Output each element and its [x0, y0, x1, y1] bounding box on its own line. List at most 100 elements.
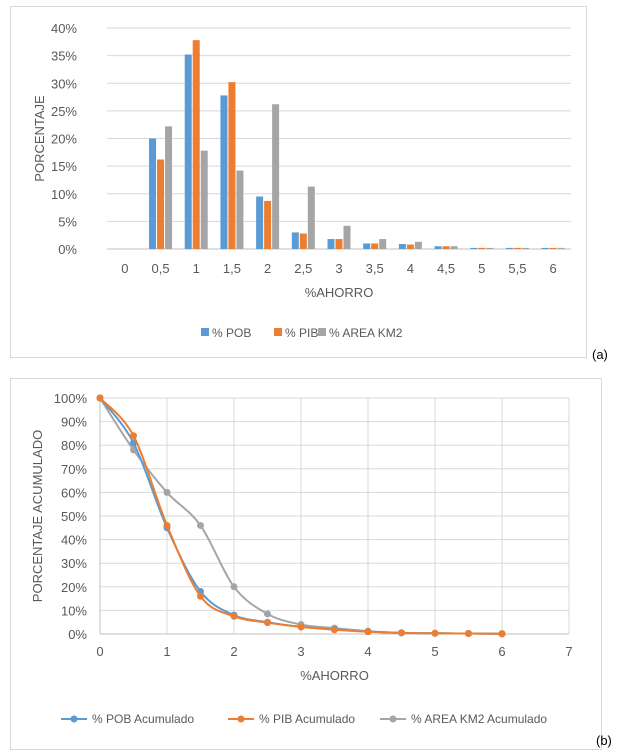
- x-tick-label: 4: [407, 261, 414, 276]
- x-tick-label: 2: [264, 261, 271, 276]
- y-tick-label: 10%: [61, 603, 87, 618]
- bar: [236, 170, 244, 249]
- legend-label: % AREA KM2: [329, 326, 403, 340]
- bar: [414, 241, 422, 249]
- x-axis-title: %AHORRO: [305, 285, 374, 300]
- x-tick-label: 4: [364, 644, 371, 659]
- data-point: [264, 619, 271, 627]
- line-chart-panel: 0% 10% 20% 30% 40% 50% 60% 70% 80% 90% 100% 0 1 2 3 4 5 6…: [10, 378, 602, 750]
- y-tick-label: 100%: [54, 391, 88, 406]
- bar: [450, 246, 458, 249]
- legend-label: % POB: [212, 326, 251, 340]
- x-tick-label: 0: [121, 261, 128, 276]
- bar: [291, 232, 299, 249]
- y-tick-label: 10%: [51, 187, 77, 202]
- x-tick-label: 5,5: [508, 261, 526, 276]
- legend-marker: [70, 715, 78, 723]
- x-tick-label: 3: [297, 644, 304, 659]
- data-point: [230, 583, 238, 591]
- y-tick-label: 60%: [61, 485, 87, 500]
- data-point: [264, 610, 271, 618]
- data-point: [465, 630, 472, 638]
- bar: [434, 246, 442, 249]
- legend-marker: [389, 715, 397, 723]
- x-tick-label: 1: [193, 261, 200, 276]
- x-tick-label: 0: [96, 644, 103, 659]
- panel-label-a: (a): [592, 347, 608, 362]
- bar: [192, 40, 200, 249]
- y-axis-title: PORCENTAJE: [32, 95, 47, 182]
- legend-marker: [237, 715, 245, 723]
- data-point: [297, 623, 305, 631]
- x-tick-label: 6: [498, 644, 505, 659]
- bar: [335, 239, 343, 249]
- data-point: [498, 630, 506, 638]
- bar: [220, 95, 228, 249]
- y-tick-label: 20%: [61, 580, 87, 595]
- bar: [513, 247, 521, 249]
- legend-label: % PIB: [285, 326, 318, 340]
- bar: [200, 150, 208, 249]
- data-point: [331, 626, 338, 634]
- x-tick-label: 0,5: [151, 261, 169, 276]
- y-tick-label: 0%: [68, 627, 87, 642]
- x-tick-label: 5: [431, 644, 438, 659]
- y-tick-label: 5%: [58, 214, 77, 229]
- bar: [264, 200, 272, 249]
- data-point: [398, 629, 405, 637]
- panel-label-b: (b): [596, 733, 612, 748]
- bar: [327, 239, 335, 249]
- x-tick-label: 3,5: [366, 261, 384, 276]
- legend-label: % AREA KM2 Acumulado: [411, 712, 547, 726]
- data-point: [96, 394, 104, 402]
- data-point: [364, 628, 372, 636]
- bar: [505, 247, 513, 249]
- y-tick-label: 0%: [58, 242, 77, 257]
- y-tick-label: 35%: [51, 49, 77, 64]
- bar: [549, 247, 557, 249]
- y-tick-label: 80%: [61, 438, 87, 453]
- bar: [398, 244, 406, 249]
- bar-chart-panel: 0% 5% 10% 15% 20% 25% 30% 35% 40% 0 0,5 1 1,5 2 2,5 3 3,…: [10, 6, 587, 358]
- bar: [184, 54, 192, 249]
- bar: [149, 138, 157, 249]
- legend-swatch: [274, 328, 282, 336]
- y-tick-label: 30%: [51, 76, 77, 91]
- bar: [343, 225, 351, 249]
- x-tick-label: 2,5: [294, 261, 312, 276]
- data-point: [197, 592, 204, 600]
- x-tick-label: 1: [163, 644, 170, 659]
- legend-label: % PIB Acumulado: [259, 712, 355, 726]
- bar: [379, 239, 387, 249]
- y-axis-title: PORCENTAJE ACUMULADO: [30, 430, 45, 602]
- y-tick-label: 15%: [51, 159, 77, 174]
- bar: [371, 243, 379, 249]
- data-point: [197, 521, 204, 529]
- bar: [165, 126, 173, 249]
- y-tick-label: 90%: [61, 415, 87, 430]
- bar: [478, 247, 486, 249]
- x-tick-label: 4,5: [437, 261, 455, 276]
- legend-swatch: [318, 328, 326, 336]
- bar-chart: 0% 5% 10% 15% 20% 25% 30% 35% 40% 0 0,5 1 1,5 2 2,5 3 3,…: [32, 21, 571, 340]
- legend-label: % POB Acumulado: [92, 712, 194, 726]
- bar: [486, 247, 494, 249]
- y-tick-label: 20%: [51, 132, 77, 147]
- x-tick-label: 6: [550, 261, 557, 276]
- x-tick-label: 5: [478, 261, 485, 276]
- y-tick-label: 30%: [61, 556, 87, 571]
- y-tick-label: 50%: [61, 509, 87, 524]
- data-point: [431, 629, 439, 637]
- x-tick-label: 1,5: [223, 261, 241, 276]
- bar: [541, 247, 549, 249]
- x-axis-title: %AHORRO: [300, 668, 369, 683]
- bar: [363, 243, 371, 249]
- y-tick-label: 70%: [61, 462, 87, 477]
- bar: [307, 186, 315, 249]
- bar: [299, 233, 307, 249]
- bar: [256, 196, 264, 249]
- bar: [557, 247, 565, 249]
- bar: [272, 104, 280, 250]
- bar: [442, 246, 450, 249]
- y-tick-label: 40%: [51, 21, 77, 36]
